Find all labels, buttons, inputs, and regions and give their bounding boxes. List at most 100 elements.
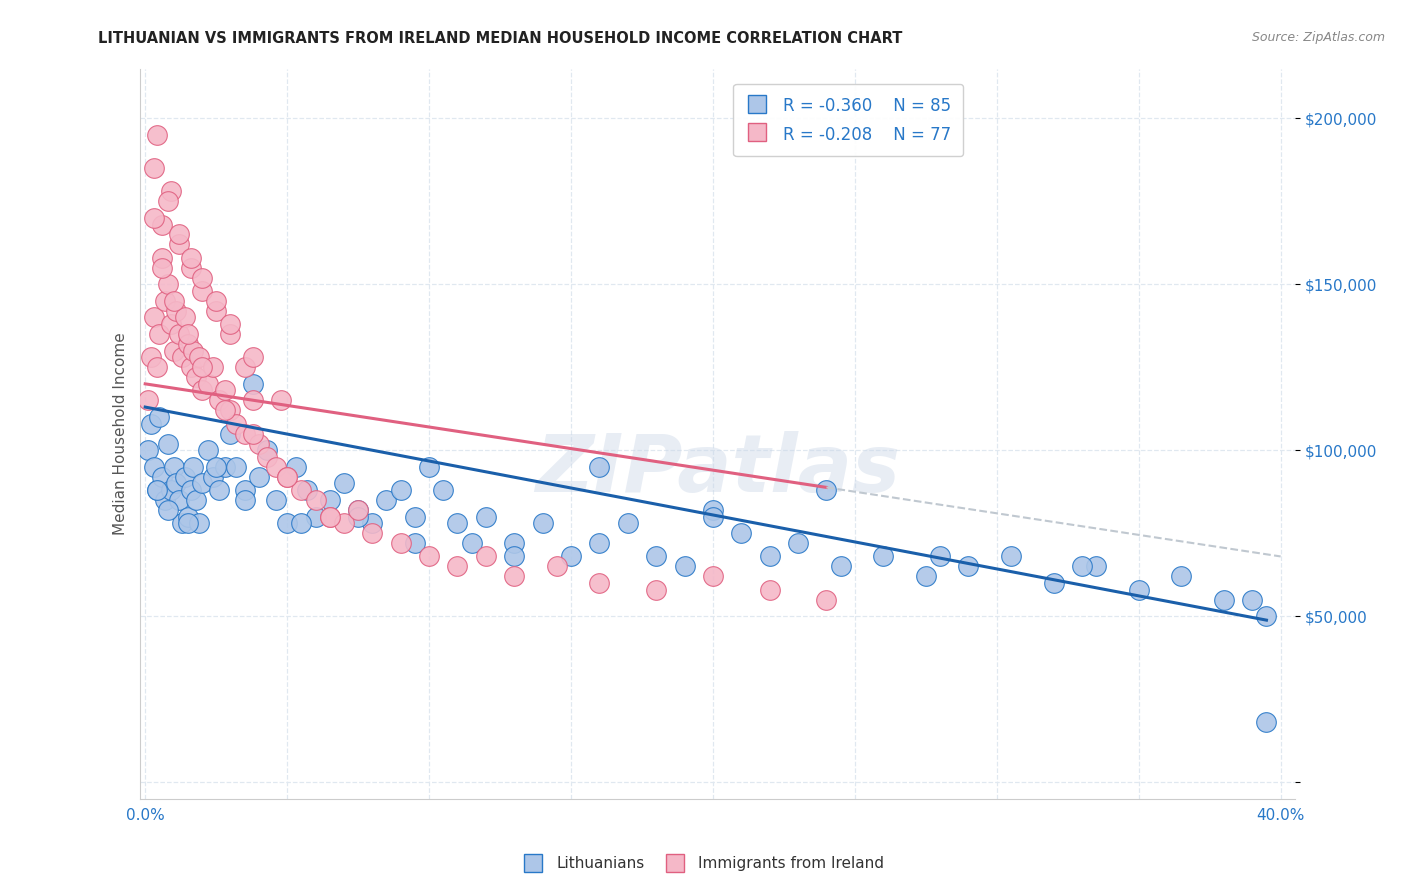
Point [872, 549, 894, 564]
Text: ZIPatlas: ZIPatlas [534, 431, 900, 509]
Point [758, 582, 780, 597]
Point [145, 360, 167, 375]
Point [183, 343, 205, 358]
Point [219, 317, 242, 331]
Point [188, 516, 211, 531]
Point [347, 503, 370, 517]
Text: LITHUANIAN VS IMMIGRANTS FROM IRELAND MEDIAN HOUSEHOLD INCOME CORRELATION CHART: LITHUANIAN VS IMMIGRANTS FROM IRELAND ME… [98, 31, 903, 46]
Point [347, 509, 370, 524]
Point [139, 417, 162, 431]
Point [214, 384, 236, 398]
Point [815, 592, 838, 607]
Point [1085, 559, 1108, 574]
Point [264, 459, 287, 474]
Point [156, 277, 179, 292]
Point [148, 410, 170, 425]
Point [1170, 569, 1192, 583]
Point [1042, 576, 1064, 591]
Point [142, 310, 165, 325]
Point [205, 293, 228, 308]
Point [702, 509, 724, 524]
Point [1128, 582, 1150, 597]
Point [145, 483, 167, 497]
Point [242, 393, 264, 408]
Point [503, 536, 526, 550]
Point [264, 493, 287, 508]
Point [225, 459, 247, 474]
Point [247, 470, 270, 484]
Point [169, 227, 191, 242]
Point [139, 351, 162, 365]
Point [197, 376, 219, 391]
Point [276, 516, 298, 531]
Point [787, 536, 810, 550]
Point [588, 576, 610, 591]
Point [1000, 549, 1022, 564]
Point [233, 426, 256, 441]
Point [475, 549, 498, 564]
Point [1256, 715, 1278, 730]
Point [914, 569, 936, 583]
Point [177, 509, 200, 524]
Point [319, 509, 342, 524]
Point [645, 582, 668, 597]
Point [142, 211, 165, 225]
Point [174, 470, 197, 484]
Point [1212, 592, 1234, 607]
Point [242, 426, 264, 441]
Point [156, 503, 179, 517]
Point [531, 516, 554, 531]
Point [588, 536, 610, 550]
Point [191, 476, 214, 491]
Point [319, 509, 342, 524]
Point [389, 483, 412, 497]
Point [159, 317, 181, 331]
Point [404, 536, 426, 550]
Legend: Lithuanians, Immigrants from Ireland: Lithuanians, Immigrants from Ireland [516, 850, 890, 877]
Point [148, 327, 170, 342]
Point [1071, 559, 1094, 574]
Point [202, 470, 225, 484]
Point [159, 483, 181, 497]
Point [162, 459, 184, 474]
Point [183, 459, 205, 474]
Legend: R = -0.360    N = 85, R = -0.208    N = 77: R = -0.360 N = 85, R = -0.208 N = 77 [734, 84, 963, 156]
Point [145, 483, 167, 497]
Point [233, 360, 256, 375]
Point [503, 549, 526, 564]
Point [150, 251, 173, 265]
Point [136, 393, 159, 408]
Point [418, 459, 440, 474]
Point [180, 483, 202, 497]
Point [256, 443, 278, 458]
Point [446, 516, 468, 531]
Point [205, 303, 228, 318]
Point [276, 470, 298, 484]
Point [702, 503, 724, 517]
Point [446, 559, 468, 574]
Point [159, 184, 181, 198]
Point [150, 470, 173, 484]
Point [219, 426, 242, 441]
Point [172, 351, 194, 365]
Point [418, 549, 440, 564]
Point [957, 559, 980, 574]
Point [319, 493, 342, 508]
Point [284, 459, 307, 474]
Point [815, 483, 838, 497]
Point [208, 483, 231, 497]
Point [290, 483, 312, 497]
Point [256, 450, 278, 464]
Point [247, 436, 270, 450]
Point [169, 237, 191, 252]
Point [205, 459, 228, 474]
Point [219, 403, 242, 417]
Point [145, 128, 167, 142]
Point [156, 194, 179, 209]
Point [165, 303, 187, 318]
Point [153, 493, 176, 508]
Point [290, 516, 312, 531]
Point [361, 526, 384, 541]
Point [202, 360, 225, 375]
Point [404, 509, 426, 524]
